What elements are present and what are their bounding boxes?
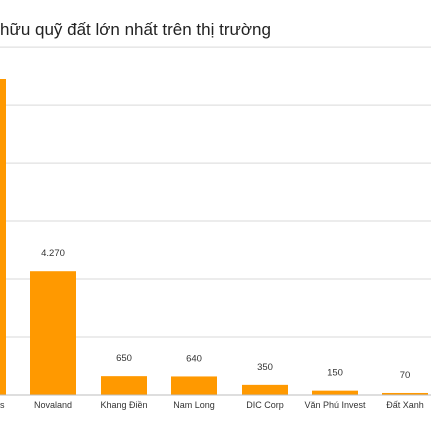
category-tick-label: DIC Corp	[246, 400, 284, 410]
bar	[312, 390, 358, 395]
category-tick-label: Novaland	[34, 400, 72, 410]
data-label: 150	[327, 368, 343, 379]
category-tick-labels: s Novaland Khang Điền Nam Long DIC Corp Văn P…	[0, 400, 424, 410]
bar	[0, 79, 6, 395]
bar	[242, 384, 288, 395]
category-tick-label: s	[0, 400, 5, 410]
data-label: 350	[257, 362, 273, 373]
category-tick-label: Khang Điền	[100, 400, 147, 410]
data-label: 70	[400, 370, 411, 381]
chart-title: hữu quỹ đất lớn nhất trên thị trường	[0, 20, 271, 39]
gridlines	[0, 46, 431, 338]
category-tick-label: Nam Long	[173, 400, 215, 410]
category-tick-label: Đất Xanh	[386, 400, 424, 410]
data-labels: 4.270 650 640 350 150 70	[41, 248, 410, 381]
data-label: 4.270	[41, 248, 65, 259]
bar	[171, 376, 217, 395]
data-label: 650	[116, 353, 132, 364]
bars	[0, 79, 428, 395]
bar	[30, 271, 76, 395]
data-label: 640	[186, 353, 202, 364]
category-tick-label: Văn Phú Invest	[304, 400, 366, 410]
bar	[101, 376, 147, 395]
bar	[382, 392, 428, 395]
